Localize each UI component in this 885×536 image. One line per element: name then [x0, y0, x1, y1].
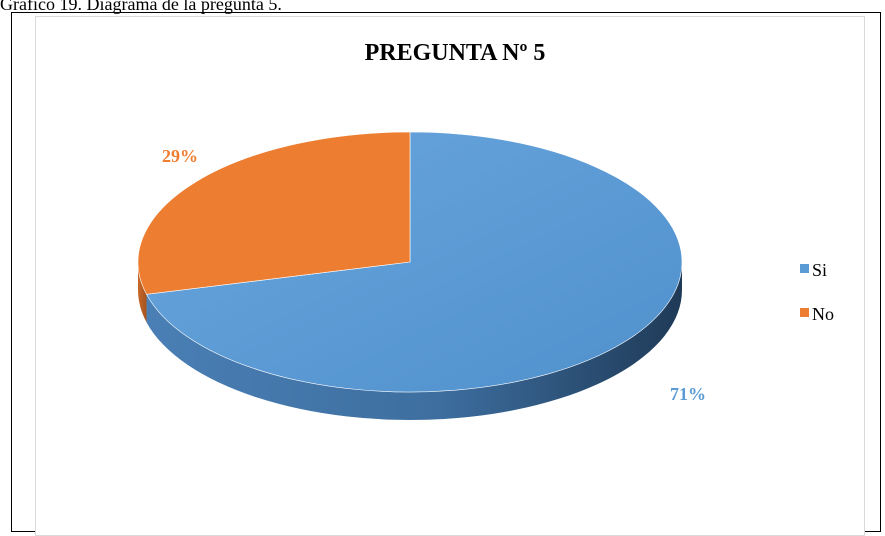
pie-side-si [146, 262, 682, 421]
data-labels: 71% 29% [162, 146, 706, 404]
legend-swatch-si [800, 264, 809, 273]
data-label-si: 71% [670, 384, 706, 404]
legend-swatch-no [800, 308, 809, 317]
pie-side-no [138, 262, 147, 323]
data-label-no: 29% [162, 146, 198, 166]
pie-layer [137, 131, 683, 421]
pie-chart: PREGUNTA Nº 5 71% 29% Si No [137, 40, 834, 421]
pie-slice-si [146, 131, 683, 393]
figure-caption: Gráfico 19. Diagrama de la pregunta 5. [0, 0, 282, 14]
chart-title: PREGUNTA Nº 5 [365, 40, 546, 66]
pie-slice-no [137, 131, 411, 295]
legend-label-si: Si [812, 260, 827, 280]
legend-label-no: No [812, 304, 834, 324]
legend: Si No [800, 260, 834, 324]
